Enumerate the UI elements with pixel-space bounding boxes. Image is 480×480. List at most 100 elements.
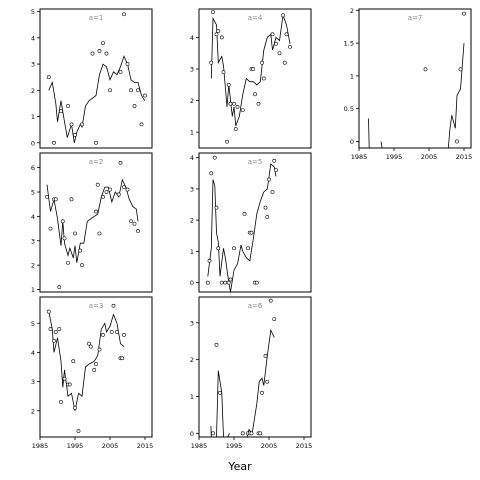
x-tick-label: 2015 [456,153,473,161]
y-tick-label: 4 [31,349,35,357]
data-point [129,219,133,224]
data-point [132,104,137,108]
y-tick-label: 1 [31,113,35,121]
data-point [59,400,63,404]
data-point [263,354,268,358]
data-point [122,185,126,190]
series-line [210,15,291,127]
panel-frame [39,296,153,438]
data-point [78,248,83,253]
data-point [228,101,233,106]
y-tick-label: 1.5 [344,40,354,48]
data-point [116,192,121,197]
panel-frame [198,152,312,293]
y-tick-label: 1 [190,393,194,401]
data-point [109,330,114,334]
data-point [274,41,278,46]
panel-frame [198,8,312,149]
data-point [260,60,264,65]
data-point [277,51,282,56]
data-point [216,246,221,251]
x-tick-label: 1995 [226,442,243,450]
data-point [209,171,214,176]
data-point [260,390,264,395]
panel-label: a=2 [89,158,104,166]
panel-a7: a=7 0 0.5 1 1.5 2 1985 1995 2005 2015 [344,7,473,161]
data-point [272,317,277,322]
data-point [118,160,123,165]
data-point [225,139,229,144]
data-point [104,190,109,194]
data-point [57,327,62,331]
data-point [52,140,56,145]
panel-frame [39,8,153,149]
x-tick-label: 2005 [421,153,438,161]
data-point [263,205,268,210]
data-point [281,13,285,18]
series-line [246,328,275,437]
series-line [48,55,146,143]
data-point [242,212,247,216]
panel-a5: a=5 0 1 2 3 4 [190,152,312,293]
panel-plot-area [368,11,466,148]
data-point [66,260,70,265]
data-point [270,32,275,37]
data-point [207,258,212,263]
data-point [233,127,238,131]
data-point [274,168,278,173]
data-point [136,88,140,93]
data-point [423,67,428,72]
y-tick-label: 2 [31,407,35,415]
y-tick-label: 1 [31,286,35,294]
series-line [447,43,465,148]
y-tick-label: 4 [190,154,194,162]
data-point [226,82,231,87]
data-point [143,93,147,98]
x-tick-label: 1995 [67,442,84,450]
data-point [69,122,74,127]
panel-plot-area [209,10,292,144]
data-point [211,431,215,436]
data-point [214,342,219,347]
panel-label: a=4 [248,14,263,22]
data-point [214,205,219,210]
data-point [221,70,226,75]
data-point [261,76,266,81]
y-tick-label: 4 [31,34,35,42]
x-tick-label: 2015 [137,442,154,450]
data-point [57,285,62,290]
panel-label: a=5 [248,158,263,166]
data-point [218,390,222,395]
data-point [76,429,81,434]
y-tick-label: 2 [350,7,354,15]
data-point [97,231,102,236]
y-tick-label: 3 [190,66,194,74]
data-point [115,330,119,334]
x-tick-label: 2015 [296,442,313,450]
data-point [284,32,289,37]
data-point [246,246,250,251]
series-line [216,370,224,437]
data-point [251,67,256,71]
series-line [368,118,370,148]
data-point [101,194,105,199]
data-point [94,362,98,366]
data-point [209,60,214,65]
y-tick-label: 1 [350,72,354,80]
data-point [132,221,137,226]
panel-frame [358,8,472,149]
y-tick-label: 2 [190,356,194,364]
x-tick-label: 1995 [386,153,403,161]
data-point [101,333,105,337]
data-point [216,29,221,34]
data-point [111,303,116,308]
data-point [53,197,58,202]
y-tick-label: 0 [190,279,194,287]
data-point [80,263,84,268]
panel-label: a=6 [248,302,263,310]
series-line [380,141,383,148]
data-point [101,41,105,45]
data-point [62,236,67,241]
data-point [265,215,270,219]
y-tick-label: 3 [31,237,35,245]
